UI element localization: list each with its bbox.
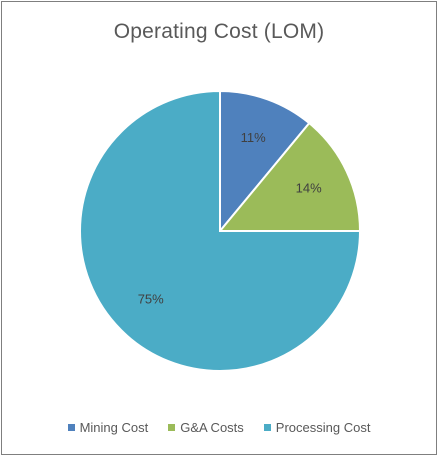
pie-slice-processing-cost <box>79 89 362 372</box>
legend-swatch <box>263 424 271 431</box>
legend-label: G&A Costs <box>180 420 244 435</box>
pie-slice-mining-cost <box>219 89 311 234</box>
legend-item-processing-cost: Processing Cost <box>263 420 371 435</box>
data-label-ga-costs: 14% <box>296 181 322 196</box>
pie-slice-ga-costs <box>217 121 362 232</box>
legend-label: Processing Cost <box>275 420 371 435</box>
legend-swatch <box>67 424 75 431</box>
legend-swatch <box>168 424 176 431</box>
legend-item-ga-costs: G&A Costs <box>168 420 244 435</box>
legend-label: Mining Cost <box>79 420 149 435</box>
legend: Mining Cost G&A Costs Processing Cost <box>2 420 436 435</box>
data-label-processing-cost: 75% <box>138 292 164 307</box>
chart-title: Operating Cost (LOM) <box>113 20 325 43</box>
legend-item-mining-cost: Mining Cost <box>67 420 149 435</box>
data-label-mining-cost: 11% <box>241 130 266 145</box>
